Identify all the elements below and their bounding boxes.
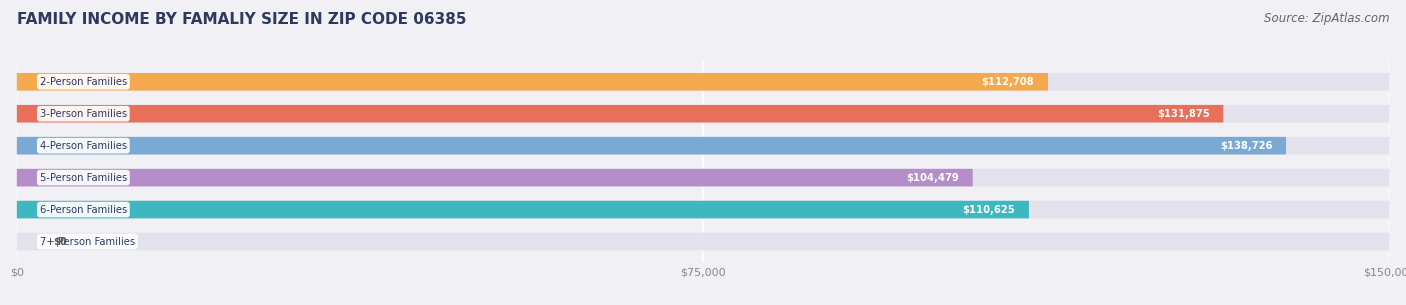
Text: Source: ZipAtlas.com: Source: ZipAtlas.com <box>1264 12 1389 25</box>
FancyBboxPatch shape <box>17 105 1389 123</box>
Text: 2-Person Families: 2-Person Families <box>39 77 127 87</box>
FancyBboxPatch shape <box>17 73 1047 91</box>
FancyBboxPatch shape <box>17 201 1029 218</box>
Text: $138,726: $138,726 <box>1220 141 1272 151</box>
FancyBboxPatch shape <box>17 201 1389 218</box>
FancyBboxPatch shape <box>17 169 1389 186</box>
FancyBboxPatch shape <box>17 105 1223 123</box>
Text: $110,625: $110,625 <box>963 205 1015 215</box>
FancyBboxPatch shape <box>17 137 1389 154</box>
FancyBboxPatch shape <box>17 73 1389 91</box>
Text: $112,708: $112,708 <box>981 77 1035 87</box>
FancyBboxPatch shape <box>17 137 1286 154</box>
Text: 7+ Person Families: 7+ Person Families <box>39 237 135 246</box>
Text: $0: $0 <box>53 237 67 246</box>
Text: $131,875: $131,875 <box>1157 109 1209 119</box>
Text: 5-Person Families: 5-Person Families <box>39 173 127 183</box>
Text: 3-Person Families: 3-Person Families <box>39 109 127 119</box>
Text: FAMILY INCOME BY FAMALIY SIZE IN ZIP CODE 06385: FAMILY INCOME BY FAMALIY SIZE IN ZIP COD… <box>17 12 467 27</box>
FancyBboxPatch shape <box>17 233 1389 250</box>
FancyBboxPatch shape <box>17 169 973 186</box>
Text: 4-Person Families: 4-Person Families <box>39 141 127 151</box>
Text: 6-Person Families: 6-Person Families <box>39 205 127 215</box>
Text: $104,479: $104,479 <box>907 173 959 183</box>
